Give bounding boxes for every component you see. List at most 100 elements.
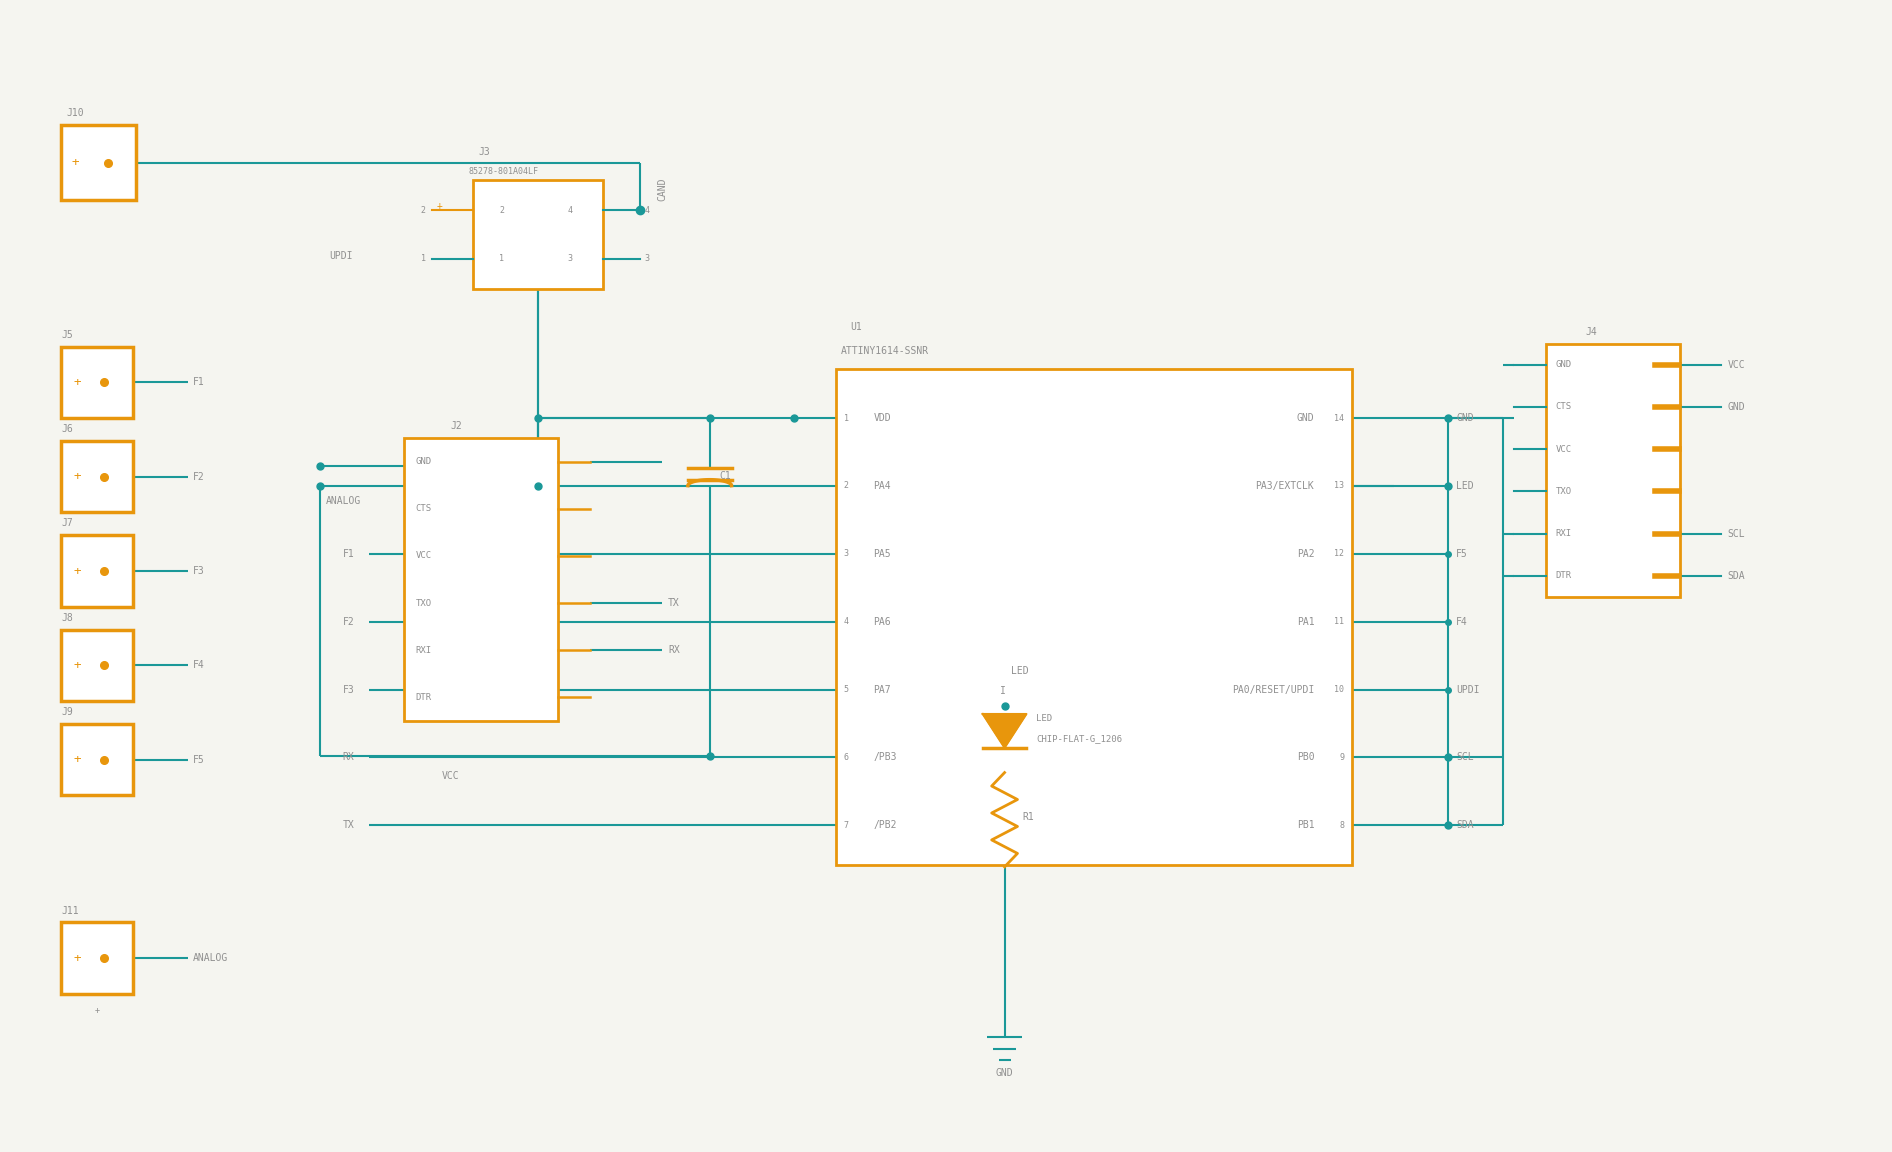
Text: LED: LED bbox=[1457, 482, 1474, 491]
Text: PA0/RESET/UPDI: PA0/RESET/UPDI bbox=[1232, 684, 1315, 695]
Text: +: + bbox=[72, 156, 79, 169]
Text: F5: F5 bbox=[1457, 548, 1468, 559]
Text: +: + bbox=[74, 952, 81, 964]
Text: F2: F2 bbox=[193, 471, 204, 482]
Text: 4: 4 bbox=[844, 617, 850, 627]
Text: PB0: PB0 bbox=[1296, 752, 1315, 763]
Text: F5: F5 bbox=[193, 755, 204, 765]
Text: GND: GND bbox=[1296, 414, 1315, 423]
Bar bbox=[61, 923, 132, 994]
Text: 1: 1 bbox=[499, 253, 505, 263]
Text: 1: 1 bbox=[420, 253, 426, 263]
Text: F3: F3 bbox=[342, 684, 354, 695]
Text: VCC: VCC bbox=[1555, 445, 1572, 454]
Text: DTR: DTR bbox=[1555, 571, 1572, 581]
Text: 85278-801A04LF: 85278-801A04LF bbox=[469, 167, 539, 176]
Text: F3: F3 bbox=[193, 566, 204, 576]
Text: LED: LED bbox=[1037, 714, 1052, 723]
Text: PA2: PA2 bbox=[1296, 548, 1315, 559]
Text: +: + bbox=[74, 753, 81, 766]
Text: GND: GND bbox=[416, 457, 431, 467]
Text: DTR: DTR bbox=[416, 692, 431, 702]
Text: RX: RX bbox=[342, 752, 354, 763]
Bar bbox=[61, 347, 132, 418]
Text: J8: J8 bbox=[61, 613, 74, 623]
Text: TX: TX bbox=[342, 820, 354, 831]
Text: ATTINY1614-SSNR: ATTINY1614-SSNR bbox=[840, 346, 929, 356]
Text: 2: 2 bbox=[499, 206, 505, 215]
Text: +: + bbox=[74, 564, 81, 577]
Text: F4: F4 bbox=[1457, 616, 1468, 627]
Text: RX: RX bbox=[668, 645, 679, 655]
Text: LED: LED bbox=[1010, 666, 1027, 676]
Text: GND: GND bbox=[1727, 402, 1744, 412]
Text: UPDI: UPDI bbox=[329, 250, 352, 260]
Text: 2: 2 bbox=[420, 206, 426, 215]
Bar bbox=[1546, 343, 1680, 597]
Bar bbox=[473, 180, 602, 289]
Text: 6: 6 bbox=[844, 753, 850, 761]
Text: C1: C1 bbox=[719, 471, 732, 480]
Text: PA7: PA7 bbox=[874, 684, 891, 695]
Bar bbox=[405, 438, 558, 721]
Text: 2: 2 bbox=[844, 482, 850, 491]
Text: PA3/EXTCLK: PA3/EXTCLK bbox=[1256, 482, 1315, 491]
Text: 4: 4 bbox=[568, 206, 573, 215]
Text: J7: J7 bbox=[61, 518, 74, 529]
Text: I: I bbox=[999, 687, 1005, 696]
Text: J4: J4 bbox=[1585, 327, 1597, 336]
Text: 3: 3 bbox=[643, 253, 649, 263]
Text: PA1: PA1 bbox=[1296, 616, 1315, 627]
Text: RXI: RXI bbox=[416, 646, 431, 654]
Text: F4: F4 bbox=[193, 660, 204, 670]
Text: VCC: VCC bbox=[441, 771, 460, 781]
Text: CTS: CTS bbox=[416, 505, 431, 514]
Text: U1: U1 bbox=[851, 321, 863, 332]
Text: PA5: PA5 bbox=[874, 548, 891, 559]
Text: SDA: SDA bbox=[1727, 570, 1744, 581]
Text: SCL: SCL bbox=[1457, 752, 1474, 763]
Text: SDA: SDA bbox=[1457, 820, 1474, 831]
Text: R1: R1 bbox=[1022, 812, 1035, 823]
Text: GND: GND bbox=[995, 1068, 1014, 1078]
Text: GND: GND bbox=[1457, 414, 1474, 423]
Text: F1: F1 bbox=[342, 548, 354, 559]
Text: J2: J2 bbox=[450, 422, 462, 431]
Text: F1: F1 bbox=[193, 378, 204, 387]
Text: CHIP-FLAT-G_1206: CHIP-FLAT-G_1206 bbox=[1037, 734, 1122, 743]
Text: +: + bbox=[437, 202, 443, 212]
Text: 8: 8 bbox=[1340, 820, 1343, 829]
Text: J6: J6 bbox=[61, 424, 74, 434]
Text: CTS: CTS bbox=[1555, 402, 1572, 411]
Text: 5: 5 bbox=[844, 685, 850, 694]
Text: PA4: PA4 bbox=[874, 482, 891, 491]
Text: ANALOG: ANALOG bbox=[325, 495, 361, 506]
Text: RXI: RXI bbox=[1555, 529, 1572, 538]
Text: 14: 14 bbox=[1334, 414, 1343, 423]
Text: J11: J11 bbox=[61, 905, 79, 916]
Polygon shape bbox=[982, 714, 1027, 748]
Text: 10: 10 bbox=[1334, 685, 1343, 694]
Text: +: + bbox=[74, 659, 81, 672]
Bar bbox=[61, 630, 132, 702]
Text: TXO: TXO bbox=[416, 599, 431, 607]
Text: /PB3: /PB3 bbox=[874, 752, 897, 763]
Text: CAND: CAND bbox=[657, 177, 668, 200]
Text: GND: GND bbox=[1555, 361, 1572, 370]
Text: VDD: VDD bbox=[874, 414, 891, 423]
Text: PA6: PA6 bbox=[874, 616, 891, 627]
Text: 3: 3 bbox=[568, 253, 573, 263]
Text: ANALOG: ANALOG bbox=[193, 953, 227, 963]
Text: 3: 3 bbox=[844, 550, 850, 559]
Text: J3: J3 bbox=[479, 147, 490, 157]
Text: SCL: SCL bbox=[1727, 529, 1744, 538]
Text: J9: J9 bbox=[61, 707, 74, 717]
Text: 7: 7 bbox=[844, 820, 850, 829]
Text: UPDI: UPDI bbox=[1457, 684, 1480, 695]
Text: +: + bbox=[74, 376, 81, 389]
Bar bbox=[61, 441, 132, 513]
Text: 9: 9 bbox=[1340, 753, 1343, 761]
Text: PB1: PB1 bbox=[1296, 820, 1315, 831]
Text: TXO: TXO bbox=[1555, 487, 1572, 495]
Bar bbox=[836, 369, 1353, 865]
